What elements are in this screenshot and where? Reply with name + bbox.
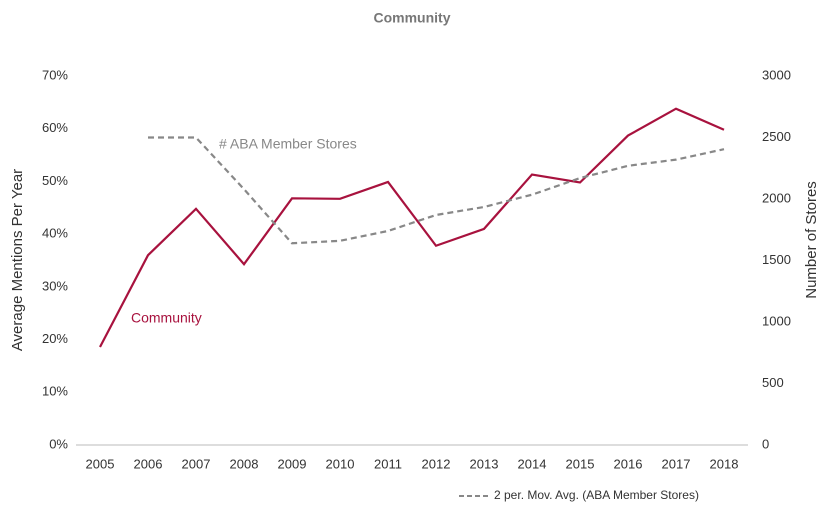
y2-tick-label: 0	[762, 436, 769, 451]
annotation: # ABA Member Stores	[219, 136, 357, 152]
x-tick-label: 2013	[470, 456, 499, 471]
y2-tick-label: 2000	[762, 190, 791, 205]
y-tick-label: 20%	[42, 331, 68, 346]
x-tick-label: 2012	[422, 456, 451, 471]
x-tick-label: 2005	[86, 456, 115, 471]
x-tick-label: 2015	[566, 456, 595, 471]
x-tick-label: 2014	[518, 456, 547, 471]
y-tick-label: 50%	[42, 173, 68, 188]
y-axis-label: Average Mentions Per Year	[9, 169, 26, 351]
x-tick-label: 2011	[374, 456, 402, 471]
y2-tick-label: 1000	[762, 313, 791, 328]
x-tick-label: 2016	[614, 456, 643, 471]
y2-tick-label: 1500	[762, 252, 791, 267]
y-tick-label: 60%	[42, 120, 68, 135]
x-tick-label: 2006	[134, 456, 163, 471]
y-tick-label: 10%	[42, 384, 68, 399]
x-tick-label: 2007	[182, 456, 211, 471]
x-tick-label: 2008	[230, 456, 259, 471]
x-tick-label: 2009	[278, 456, 307, 471]
y-tick-label: 40%	[42, 226, 68, 241]
y2-axis-label: Number of Stores	[803, 181, 820, 299]
y2-tick-label: 500	[762, 375, 784, 390]
series-label: Community	[131, 310, 202, 326]
y-tick-label: 70%	[42, 67, 68, 82]
x-tick-label: 2017	[662, 456, 691, 471]
x-tick-label: 2018	[710, 456, 739, 471]
x-tick-label: 2010	[326, 456, 355, 471]
chart-title: Community	[374, 10, 451, 26]
legend-label: 2 per. Mov. Avg. (ABA Member Stores)	[494, 488, 699, 502]
y-tick-label: 30%	[42, 278, 68, 293]
y2-tick-label: 3000	[762, 67, 791, 82]
series-line	[99, 107, 725, 348]
y-tick-label: 0%	[49, 436, 68, 451]
series-line	[148, 136, 725, 245]
y2-tick-label: 2500	[762, 129, 791, 144]
